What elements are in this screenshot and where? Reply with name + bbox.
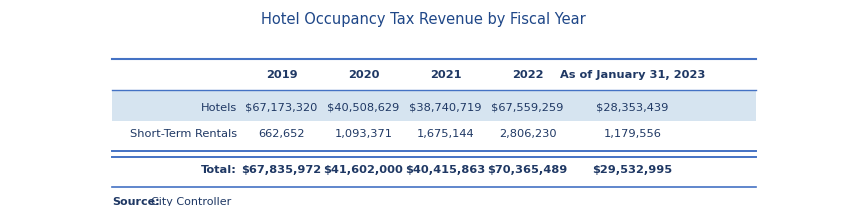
Text: 1,179,556: 1,179,556 — [604, 129, 662, 139]
Text: $38,740,719: $38,740,719 — [409, 103, 482, 113]
Text: 2022: 2022 — [512, 70, 544, 80]
Text: 662,652: 662,652 — [258, 129, 305, 139]
Text: $28,353,439: $28,353,439 — [596, 103, 669, 113]
Text: $29,532,995: $29,532,995 — [593, 165, 673, 175]
Text: $67,835,972: $67,835,972 — [241, 165, 322, 175]
Text: 1,675,144: 1,675,144 — [417, 129, 474, 139]
Text: Source:: Source: — [113, 197, 160, 206]
Text: 2019: 2019 — [266, 70, 297, 80]
Text: $67,173,320: $67,173,320 — [246, 103, 318, 113]
Bar — [113, 90, 756, 121]
Text: $41,602,000: $41,602,000 — [324, 165, 403, 175]
Text: 2,806,230: 2,806,230 — [499, 129, 556, 139]
Text: As of January 31, 2023: As of January 31, 2023 — [560, 70, 706, 80]
Text: Hotel Occupancy Tax Revenue by Fiscal Year: Hotel Occupancy Tax Revenue by Fiscal Ye… — [261, 12, 586, 27]
Text: 2021: 2021 — [429, 70, 462, 80]
Text: 1,093,371: 1,093,371 — [335, 129, 392, 139]
Text: $40,415,863: $40,415,863 — [406, 165, 485, 175]
Text: City Controller: City Controller — [151, 197, 230, 206]
Text: Total:: Total: — [202, 165, 237, 175]
Text: Hotels: Hotels — [201, 103, 237, 113]
Text: 2020: 2020 — [348, 70, 379, 80]
Text: $70,365,489: $70,365,489 — [488, 165, 567, 175]
Text: $67,559,259: $67,559,259 — [491, 103, 564, 113]
Text: $40,508,629: $40,508,629 — [328, 103, 400, 113]
Text: Short-Term Rentals: Short-Term Rentals — [130, 129, 237, 139]
